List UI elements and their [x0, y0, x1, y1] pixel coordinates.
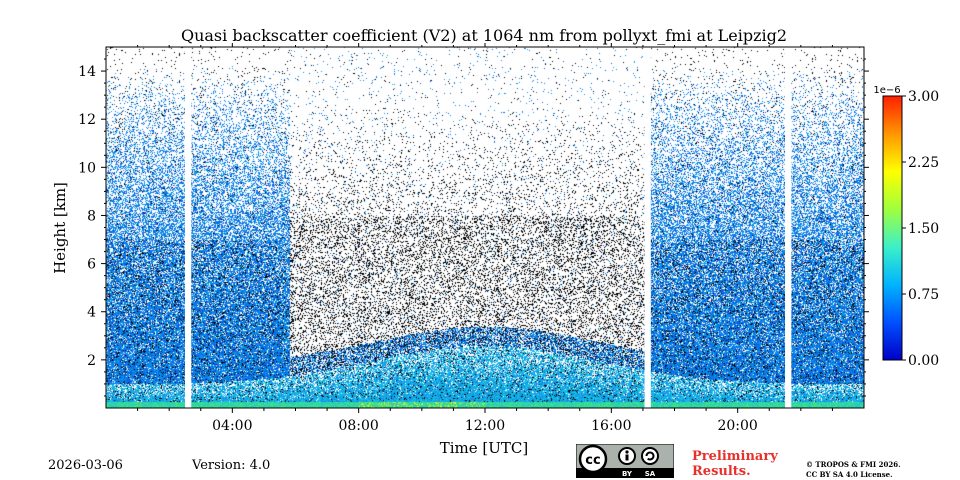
- data-gap: [184, 47, 192, 408]
- colorbar-tick-label: 0.00: [908, 353, 939, 369]
- svg-text:cc: cc: [585, 453, 600, 468]
- preliminary-results-note: Preliminary Results.: [692, 449, 778, 479]
- y-tick-label: 14: [78, 64, 96, 80]
- y-tick-label: 8: [87, 208, 96, 224]
- x-tick-label: 12:00: [465, 418, 505, 434]
- version-label: Version: 4.0: [192, 458, 271, 473]
- data-gap: [644, 47, 651, 408]
- y-tick-label: 2: [87, 353, 96, 369]
- data-gap: [785, 47, 792, 408]
- chart-title: Quasi backscatter coefficient (V2) at 10…: [181, 26, 787, 45]
- cc-icon: [578, 444, 608, 474]
- x-tick-label: 16:00: [591, 418, 631, 434]
- data-gaps: [184, 47, 792, 408]
- copyright-note: © TROPOS & FMI 2026. CC BY SA 4.0 Licens…: [806, 460, 901, 479]
- backscatter-heatmap: [106, 47, 864, 408]
- colorbar-tick-label: 3.00: [908, 89, 939, 105]
- y-tick-label: 12: [78, 112, 96, 128]
- colorbar-exponent: 1e−6: [873, 85, 900, 96]
- x-axis-label: Time [UTC]: [440, 439, 529, 457]
- colorbar-tick-label: 2.25: [908, 155, 939, 171]
- colorbar-tick-label: 1.50: [908, 221, 939, 237]
- y-axis-label: Height [km]: [51, 182, 69, 274]
- colorbar-tick-label: 0.75: [908, 287, 939, 303]
- x-axis: 04:00 08:00 12:00 16:00 20:00: [137, 43, 833, 434]
- y-tick-label: 6: [87, 257, 96, 273]
- svg-text:SA: SA: [645, 470, 656, 478]
- y-axis: 2 4 6 8 10 12 14: [78, 58, 869, 397]
- y-tick-label: 10: [78, 160, 96, 176]
- x-tick-label: 04:00: [212, 418, 252, 434]
- date-label: 2026-03-06: [48, 458, 123, 473]
- svg-text:BY: BY: [622, 470, 633, 478]
- sa-icon: [641, 447, 659, 465]
- x-tick-label: 20:00: [717, 418, 757, 434]
- y-tick-label: 4: [87, 305, 96, 321]
- cc-by-sa-badge[interactable]: cc BY SA: [576, 444, 674, 478]
- colorbar: 1e−6 0.00 0.75 1.50 2.25 3.00: [873, 85, 939, 369]
- x-tick-label: 08:00: [338, 418, 378, 434]
